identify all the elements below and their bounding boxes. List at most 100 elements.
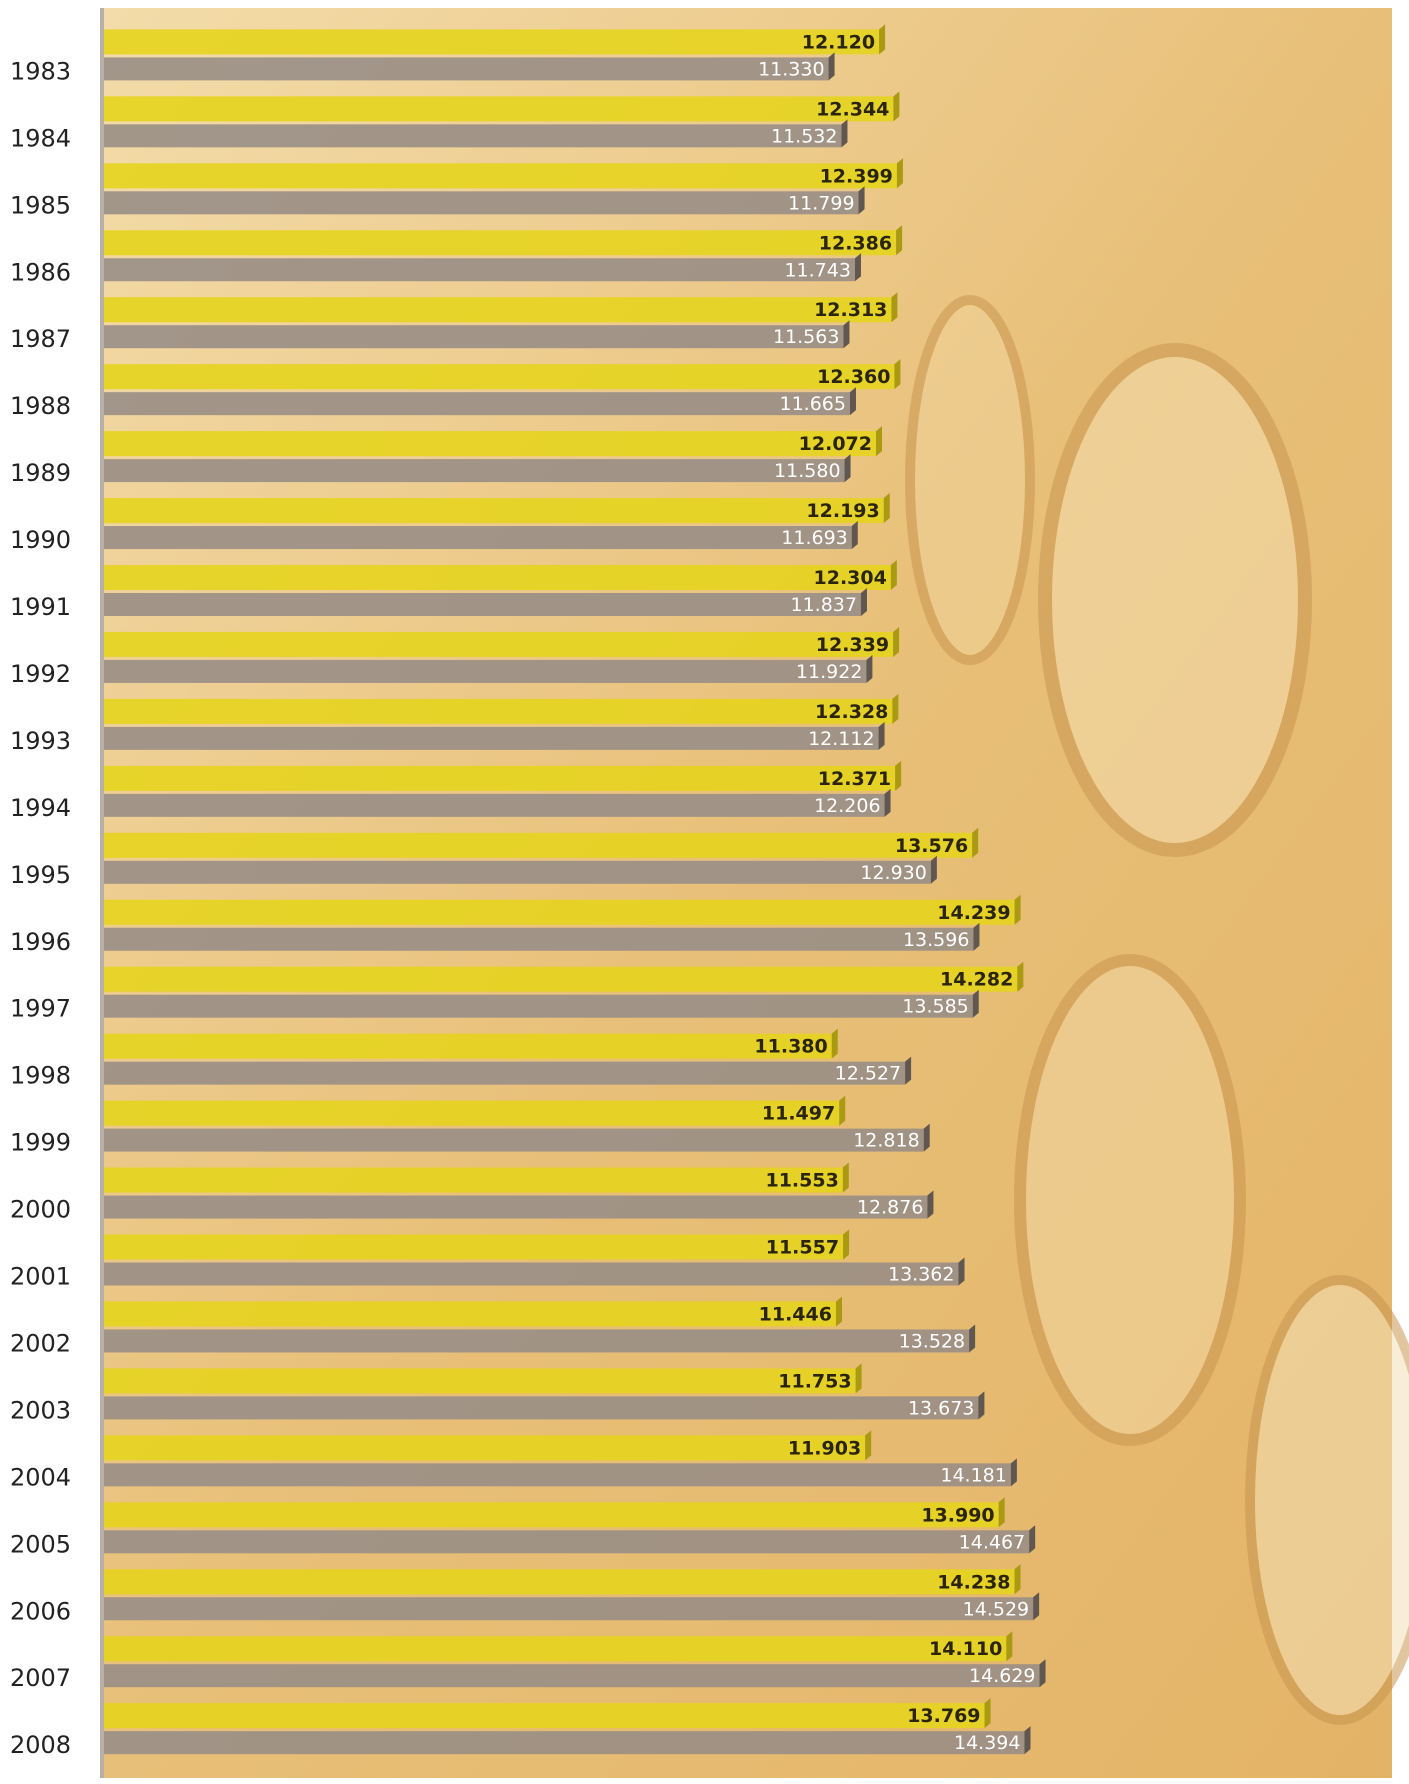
y-tick-label: 1988 xyxy=(10,392,71,420)
bar xyxy=(104,1435,866,1461)
data-label: 12.112 xyxy=(808,728,874,750)
data-label: 11.563 xyxy=(773,326,839,348)
data-label: 12.339 xyxy=(816,634,889,656)
bar-side xyxy=(1039,1659,1046,1688)
bar-side xyxy=(835,1296,842,1327)
y-tick-label: 1984 xyxy=(10,124,71,152)
bar-side xyxy=(984,1698,991,1729)
data-label: 12.120 xyxy=(802,31,875,53)
y-tick-label: 2007 xyxy=(10,1664,71,1692)
data-label: 13.673 xyxy=(908,1397,974,1419)
bar xyxy=(104,1636,1007,1662)
y-tick-label: 1989 xyxy=(10,459,71,487)
y-tick-label: 1999 xyxy=(10,1129,71,1157)
bar-side xyxy=(1014,894,1021,925)
data-label: 12.386 xyxy=(819,232,892,254)
data-label: 14.629 xyxy=(969,1665,1035,1687)
bar-side xyxy=(1024,1726,1031,1755)
bar xyxy=(104,1301,836,1327)
bar xyxy=(104,498,884,524)
bar xyxy=(104,659,867,683)
data-label: 13.596 xyxy=(903,929,969,951)
y-tick-label: 2001 xyxy=(10,1263,71,1291)
y-tick-label: 1995 xyxy=(10,861,71,889)
bar-side xyxy=(969,1324,976,1353)
bar xyxy=(104,899,1015,925)
y-tick-label: 2003 xyxy=(10,1396,71,1424)
bar-side xyxy=(972,827,979,858)
data-label: 11.532 xyxy=(771,125,837,147)
data-label: 11.330 xyxy=(758,58,824,80)
data-label: 13.585 xyxy=(902,996,968,1018)
data-label: 12.399 xyxy=(820,165,893,187)
bar xyxy=(104,793,885,817)
data-label: 13.769 xyxy=(907,1705,980,1727)
bar xyxy=(104,832,973,858)
data-label: 11.753 xyxy=(778,1370,851,1392)
data-label: 14.238 xyxy=(937,1571,1010,1593)
bar-side xyxy=(844,454,851,483)
bar xyxy=(104,1463,1011,1487)
data-label: 14.282 xyxy=(940,969,1013,991)
bar xyxy=(104,726,879,750)
bar-side xyxy=(865,1430,872,1461)
bar xyxy=(104,565,891,590)
data-label: 11.693 xyxy=(781,527,847,549)
data-label: 11.743 xyxy=(784,259,850,281)
bar xyxy=(104,593,861,616)
bar-side xyxy=(958,1257,965,1286)
data-label: 11.665 xyxy=(779,393,845,415)
bar-side xyxy=(972,989,979,1018)
bar xyxy=(104,1061,906,1085)
data-label: 14.239 xyxy=(937,902,1010,924)
y-tick-label: 1994 xyxy=(10,794,71,822)
bar xyxy=(104,258,855,282)
bar xyxy=(104,1597,1034,1621)
bar-side xyxy=(896,158,903,189)
bar xyxy=(104,1128,924,1152)
data-label: 13.362 xyxy=(888,1264,954,1286)
bar-side xyxy=(842,1162,849,1193)
y-tick-label: 1997 xyxy=(10,995,71,1023)
data-label: 13.576 xyxy=(895,835,968,857)
y-tick-label: 1998 xyxy=(10,1062,71,1090)
bar-side xyxy=(890,560,897,590)
bar xyxy=(104,526,852,550)
data-label: 12.193 xyxy=(806,500,879,522)
data-label: 14.110 xyxy=(929,1638,1002,1660)
y-tick-label: 1985 xyxy=(10,191,71,219)
bar xyxy=(104,927,974,951)
data-label: 11.799 xyxy=(788,192,854,214)
y-tick-label: 2005 xyxy=(10,1530,71,1558)
data-label: 14.529 xyxy=(963,1598,1029,1620)
data-label: 11.580 xyxy=(774,460,840,482)
bar-side xyxy=(927,1190,934,1219)
bar-side xyxy=(930,855,937,884)
bar-side xyxy=(876,426,883,457)
y-tick-label: 2004 xyxy=(10,1463,71,1491)
bar-side xyxy=(893,91,900,122)
data-label: 14.181 xyxy=(940,1464,1006,1486)
data-label: 12.328 xyxy=(815,701,888,723)
bar-side xyxy=(843,1229,850,1260)
bar xyxy=(104,163,897,189)
bar xyxy=(104,1530,1030,1554)
data-label: 11.922 xyxy=(796,661,862,683)
bar-side xyxy=(905,1056,912,1085)
bar-side xyxy=(858,186,865,215)
bar xyxy=(104,966,1018,992)
bar-side xyxy=(878,721,885,750)
data-label: 12.930 xyxy=(860,862,926,884)
bar xyxy=(104,392,850,416)
bar-side xyxy=(1017,961,1024,992)
bar xyxy=(104,1368,856,1394)
bar-side xyxy=(866,654,873,683)
y-tick-label: 1986 xyxy=(10,258,71,286)
bar xyxy=(104,57,829,81)
bar-side xyxy=(891,292,898,323)
bar-side xyxy=(854,253,861,282)
data-label: 11.446 xyxy=(759,1303,832,1325)
y-tick-label: 1990 xyxy=(10,526,71,554)
